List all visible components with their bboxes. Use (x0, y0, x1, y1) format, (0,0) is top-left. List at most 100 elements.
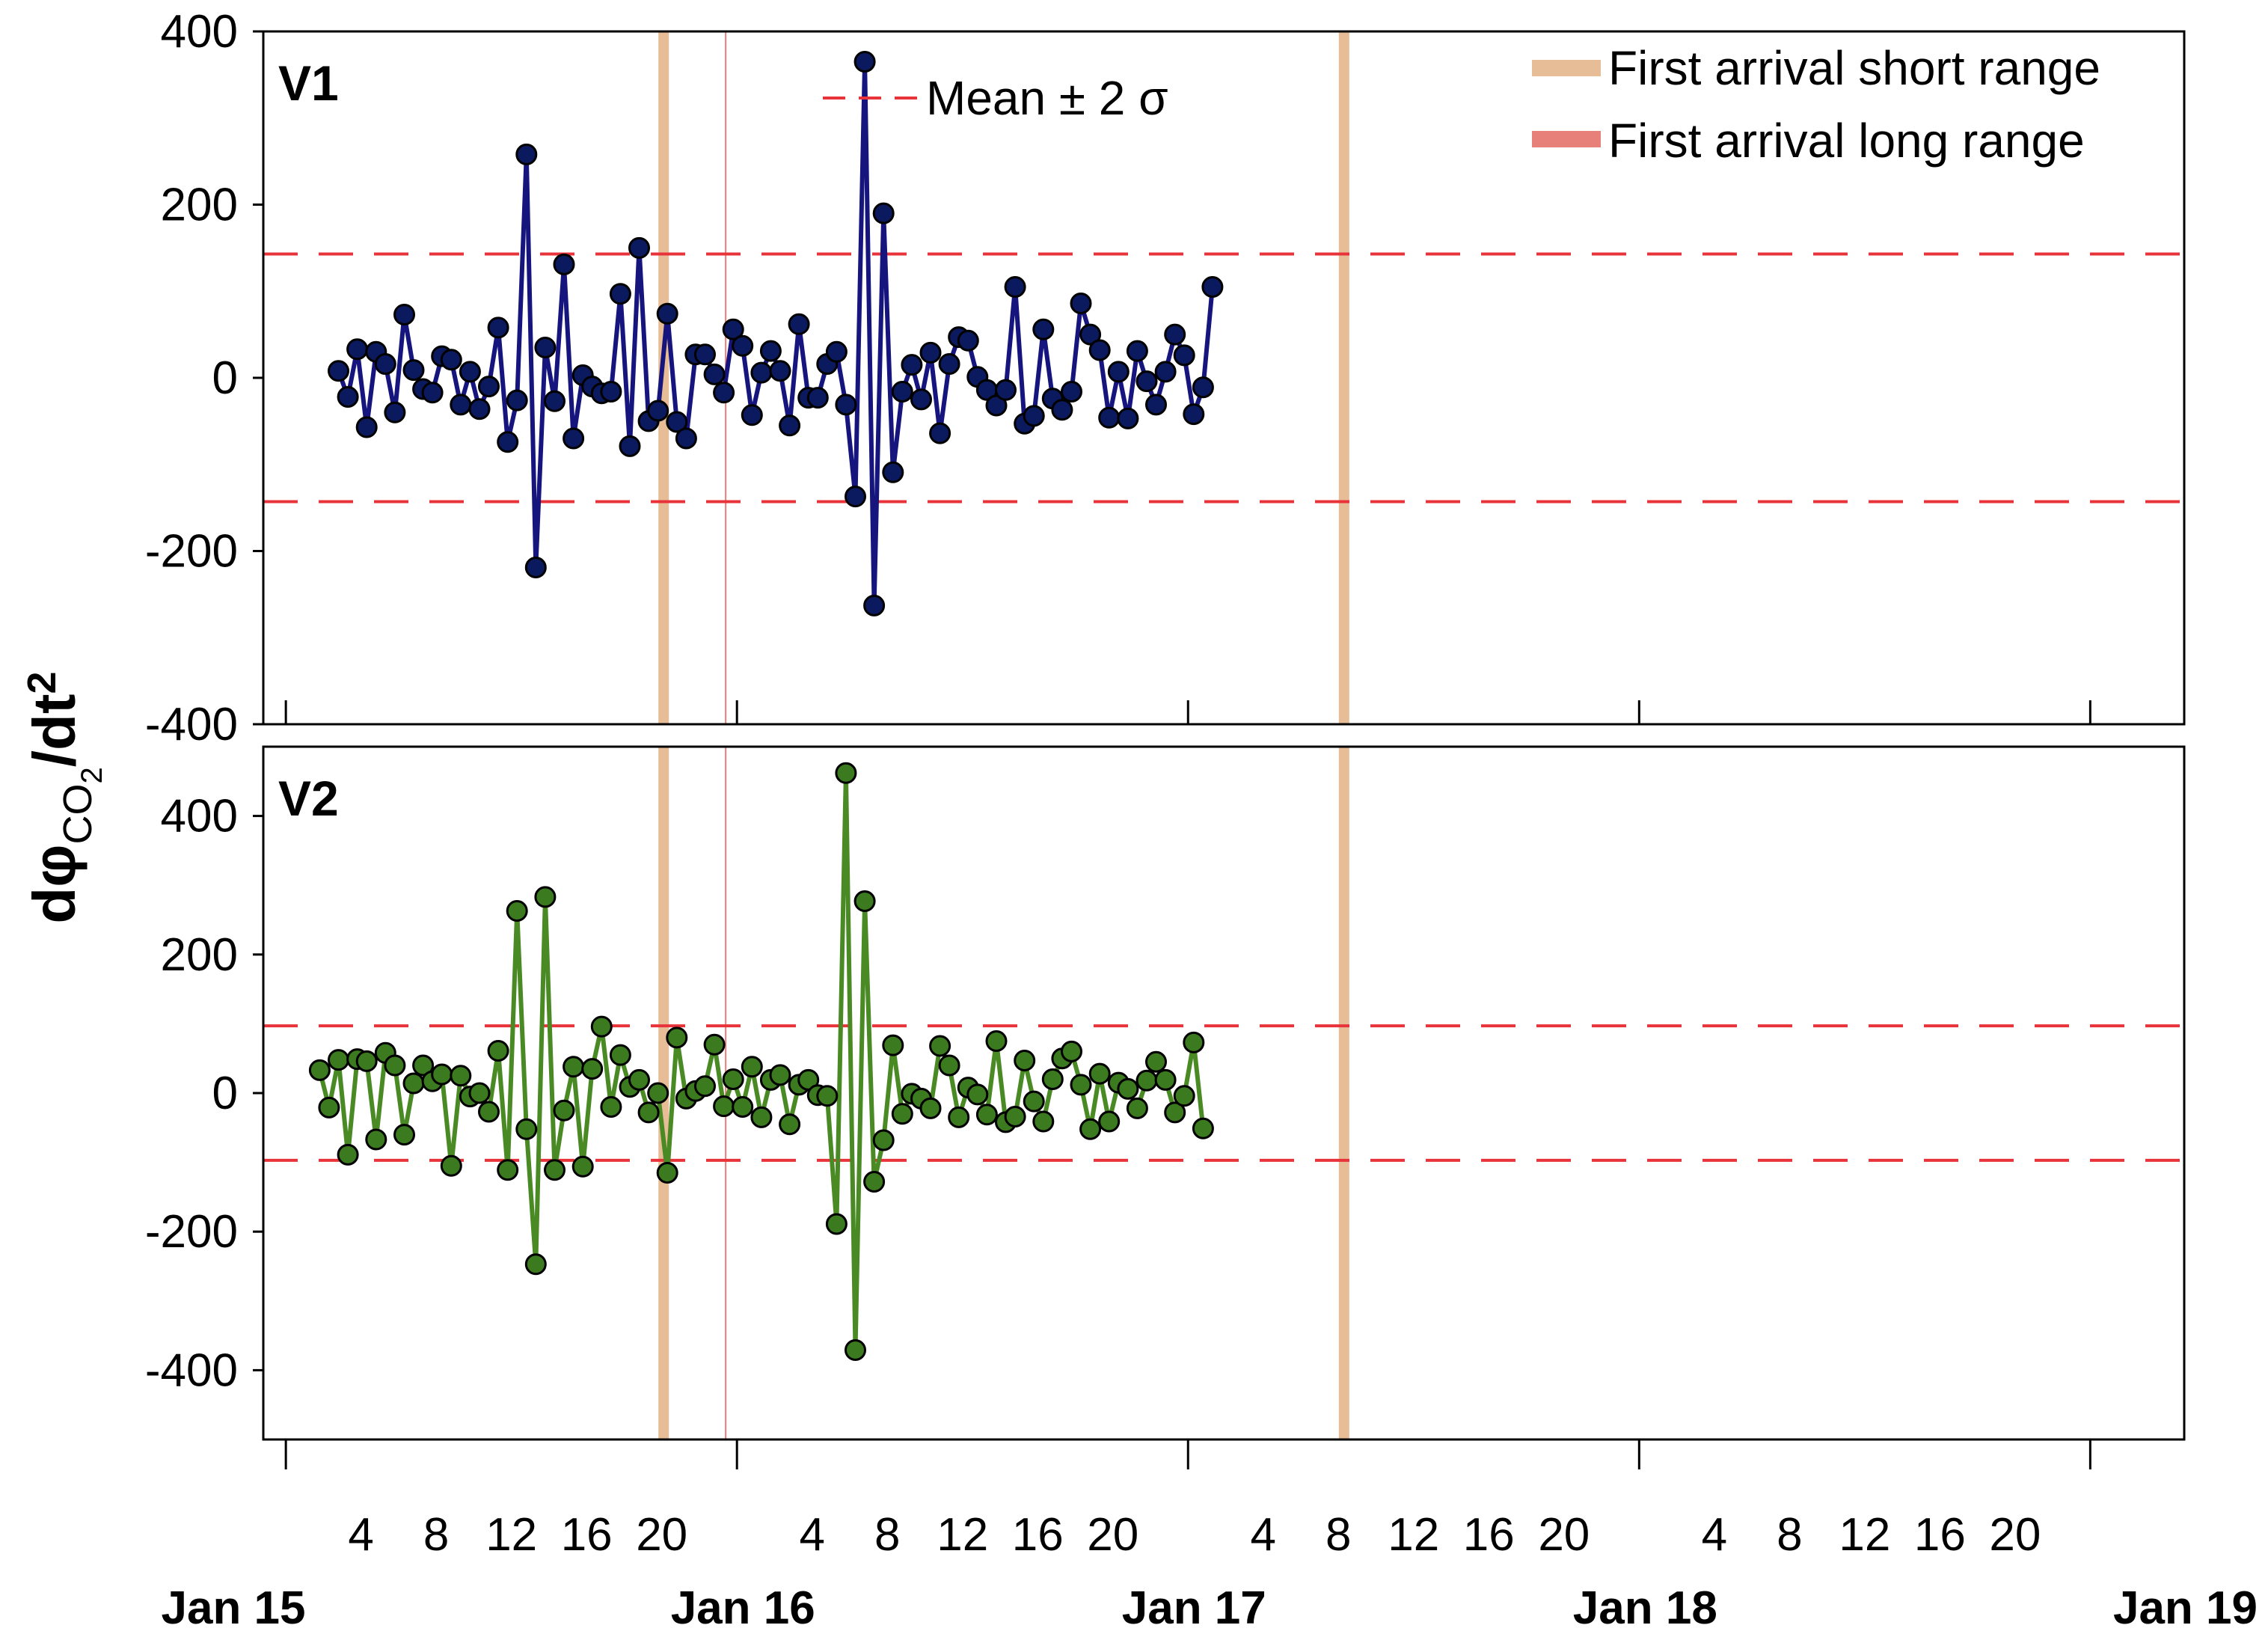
v2-data-point (845, 1339, 866, 1361)
v2-data-point (647, 1082, 669, 1104)
v1-data-point (1061, 381, 1082, 403)
legend-long-range-label: First arrival long range (1608, 114, 2085, 168)
v1-data-point (524, 557, 547, 578)
v2-data-point (816, 1085, 839, 1107)
v2-data-point (741, 1056, 763, 1078)
v1-data-point (703, 363, 726, 385)
v2-data-point (1154, 1068, 1177, 1091)
v2-data-point (722, 1068, 744, 1090)
v1-data-point (544, 390, 566, 412)
v2-y-tick-label: 0 (212, 1068, 238, 1119)
x-hour-tick-label: 4 (1702, 1509, 1727, 1561)
v2-data-point (581, 1058, 604, 1080)
v1-y-tick-label: 0 (212, 352, 238, 404)
panel-v1: 400 200 0 -200 -400 V1 (145, 6, 2186, 750)
y-axis-label-suffix: /dt (21, 694, 88, 767)
v1-data-point (806, 387, 829, 409)
v1-panel-label: V1 (278, 55, 339, 111)
v2-data-point (328, 1049, 349, 1071)
v1-data-point (402, 359, 425, 382)
v1-data-point (713, 382, 735, 404)
v1-data-point (1126, 340, 1148, 362)
v1-data-point (957, 329, 979, 352)
v1-x-axis-ticks (284, 700, 2091, 724)
v1-data-point (675, 427, 697, 450)
v2-data-point (478, 1101, 500, 1123)
x-hour-tick-label: 20 (1989, 1509, 2041, 1561)
v1-plot-frame (262, 30, 2186, 726)
v1-data-point (835, 394, 857, 416)
v2-data-point (515, 1118, 538, 1140)
v1-data-point (666, 411, 688, 433)
v2-data-point (1088, 1062, 1111, 1085)
v1-data-point (1154, 361, 1177, 383)
v2-data-point (487, 1040, 509, 1062)
v2-data-point (1192, 1117, 1214, 1139)
v1-data-point (845, 486, 866, 508)
v1-y-tick-label: 400 (161, 6, 238, 58)
v1-data-point (628, 236, 650, 259)
v2-data-point (872, 1129, 895, 1151)
panel-v2: 400 200 0 -200 -400 V2 (145, 745, 2186, 1469)
v1-data-point (609, 283, 631, 305)
v2-data-point (750, 1106, 773, 1128)
v1-data-point (938, 353, 960, 375)
v1-data-point (1164, 323, 1186, 346)
v1-data-point (384, 401, 406, 423)
v1-data-point (759, 340, 782, 362)
v2-data-point (534, 886, 557, 908)
v1-data-point (788, 313, 810, 335)
v1-data-point (919, 341, 942, 364)
v2-data-point (337, 1143, 359, 1166)
v2-data-point (713, 1095, 735, 1118)
v2-data-point (1041, 1068, 1064, 1090)
v2-data-point (412, 1054, 435, 1077)
v1-data-point (563, 427, 585, 450)
legend-mean-label: Mean ± 2 σ (926, 71, 1168, 125)
v2-data-point (450, 1065, 472, 1087)
v1-data-point (750, 361, 773, 384)
v2-y-tick-label: -400 (145, 1344, 238, 1396)
legend-short-range-label: First arrival short range (1608, 41, 2100, 95)
v1-data-point (647, 400, 669, 422)
v1-data-point (872, 202, 895, 224)
v2-panel-label: V2 (278, 771, 339, 826)
v2-data-point (656, 1162, 678, 1184)
v1-data-point (393, 304, 415, 325)
v1-data-point (863, 594, 886, 616)
v1-data-point (506, 389, 528, 411)
v2-data-point (393, 1124, 415, 1146)
v1-data-point (374, 353, 396, 375)
v1-data-point (534, 337, 557, 358)
v2-data-point (863, 1171, 886, 1193)
x-hour-tick-label: 16 (1463, 1509, 1515, 1561)
v1-data-point (1135, 370, 1158, 393)
v1-data-point (355, 416, 378, 438)
v2-data-point (600, 1096, 622, 1118)
v2-data-point (797, 1068, 820, 1091)
v1-series (328, 51, 1224, 616)
v1-y-tick-label: -200 (145, 526, 238, 578)
v1-data-point (1098, 406, 1121, 429)
v1-data-point (853, 51, 876, 73)
v2-data-point (440, 1154, 462, 1177)
v1-data-point (769, 360, 791, 382)
x-hour-tick-label: 16 (561, 1509, 613, 1561)
x-hour-tick-label: 4 (799, 1509, 824, 1561)
v2-data-point (948, 1106, 970, 1128)
x-date-tick-label: Jan 18 (1573, 1582, 1717, 1634)
v2-data-point (1079, 1118, 1102, 1140)
v1-data-point (440, 349, 462, 371)
v1-data-point (478, 376, 500, 398)
v2-data-point (1004, 1106, 1026, 1127)
x-hour-tick-label: 4 (1251, 1509, 1276, 1561)
v2-data-point (1183, 1031, 1205, 1053)
v1-data-point (1183, 403, 1205, 426)
y-axis-label-prefix: dφ (21, 844, 88, 923)
v2-series (308, 762, 1214, 1361)
v1-data-point (1192, 376, 1214, 399)
v2-data-point (308, 1059, 331, 1081)
v2-data-point (732, 1096, 754, 1118)
x-date-tick-label: Jan 17 (1122, 1582, 1266, 1634)
